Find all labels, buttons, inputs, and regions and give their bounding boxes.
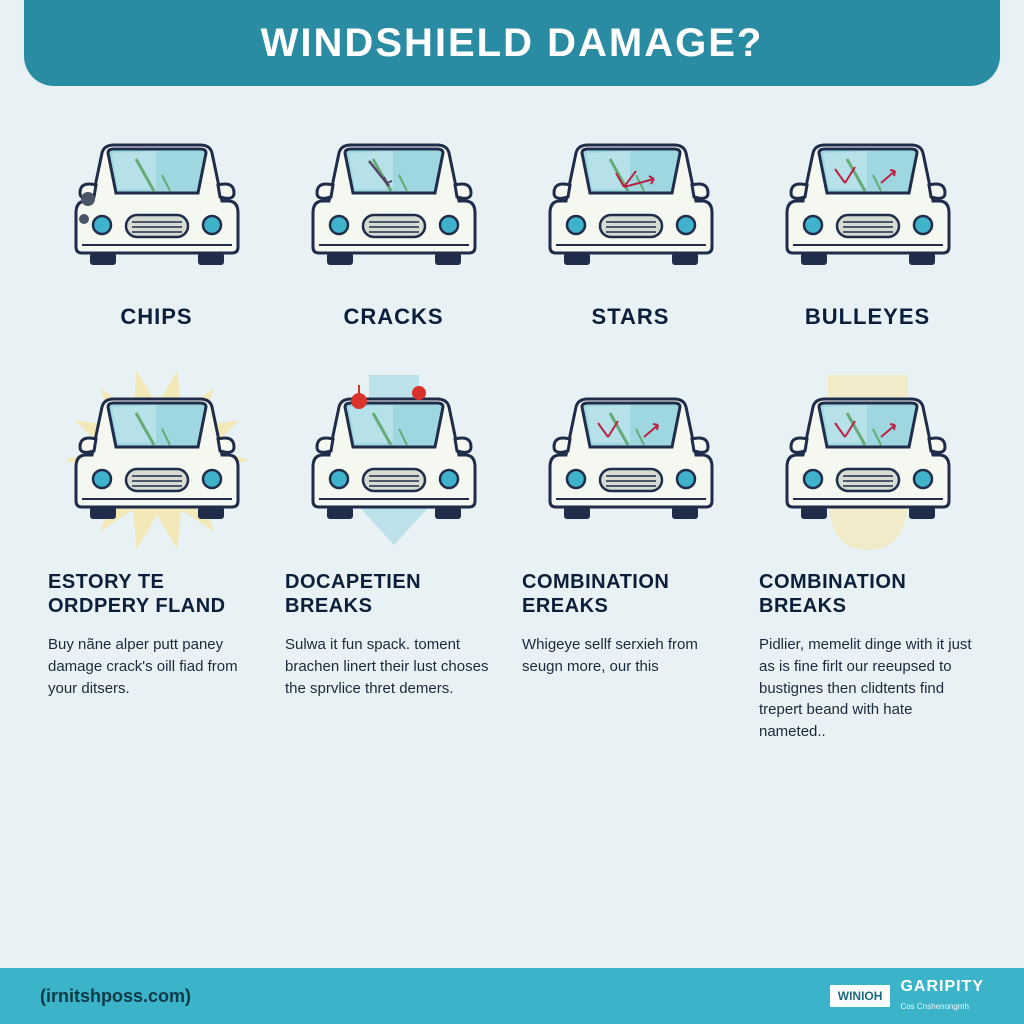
cell-bulleyes: BULLEYES (759, 126, 976, 330)
car-icon (536, 385, 726, 535)
cell-r2-1: DOCAPETIEN BREAKS Sulwa it fun spack. to… (285, 380, 502, 743)
heading-r2-2: COMBINATION EREAKS (522, 570, 739, 620)
car-bulleyes (759, 126, 976, 286)
header-banner: WINDSHIELD DAMAGE? (24, 0, 1000, 86)
footer-brand-group: WINIOH GARIPITY Cos Cnshenongmh (830, 978, 984, 1014)
page-title: WINDSHIELD DAMAGE? (261, 21, 764, 66)
label-chips: CHIPS (48, 304, 265, 330)
footer-url: (irnitshposs.com) (40, 986, 191, 1007)
car-r2-1 (285, 380, 502, 540)
label-cracks: CRACKS (285, 304, 502, 330)
label-stars: STARS (522, 304, 739, 330)
cell-cracks: CRACKS (285, 126, 502, 330)
heading-r2-0: ESTORY TE ORDPERY FLAND (48, 570, 265, 620)
cell-stars: STARS (522, 126, 739, 330)
desc-r2-3: Pidlier, memelit dinge with it just as i… (759, 634, 976, 743)
car-r2-3 (759, 380, 976, 540)
desc-r2-1: Sulwa it fun spack. toment brachen liner… (285, 634, 502, 699)
desc-r2-0: Buy nãne alper putt paney damage crack's… (48, 634, 265, 699)
label-bulleyes: BULLEYES (759, 304, 976, 330)
car-icon (536, 131, 726, 281)
cell-r2-0: ESTORY TE ORDPERY FLAND Buy nãne alper p… (48, 380, 265, 743)
cell-chips: CHIPS (48, 126, 265, 330)
car-cracks (285, 126, 502, 286)
footer: (irnitshposs.com) WINIOH GARIPITY Cos Cn… (0, 968, 1024, 1024)
car-chips (48, 126, 265, 286)
car-icon (62, 385, 252, 535)
footer-brand: GARIPITY Cos Cnshenongmh (900, 978, 984, 1014)
cell-r2-2: COMBINATION EREAKS Whigeye sellf serxieh… (522, 380, 739, 743)
car-icon (299, 131, 489, 281)
heading-r2-3: COMBINATION BREAKS (759, 570, 976, 620)
car-stars (522, 126, 739, 286)
car-icon (773, 385, 963, 535)
heading-r2-1: DOCAPETIEN BREAKS (285, 570, 502, 620)
car-icon (773, 131, 963, 281)
car-r2-0 (48, 380, 265, 540)
car-icon (299, 385, 489, 535)
cell-r2-3: COMBINATION BREAKS Pidlier, memelit ding… (759, 380, 976, 743)
car-r2-2 (522, 380, 739, 540)
footer-badge: WINIOH (830, 985, 891, 1007)
car-icon (62, 131, 252, 281)
desc-r2-2: Whigeye sellf serxieh from seugn more, o… (522, 634, 739, 678)
damage-grid: CHIPS CRACKS STA (0, 86, 1024, 743)
